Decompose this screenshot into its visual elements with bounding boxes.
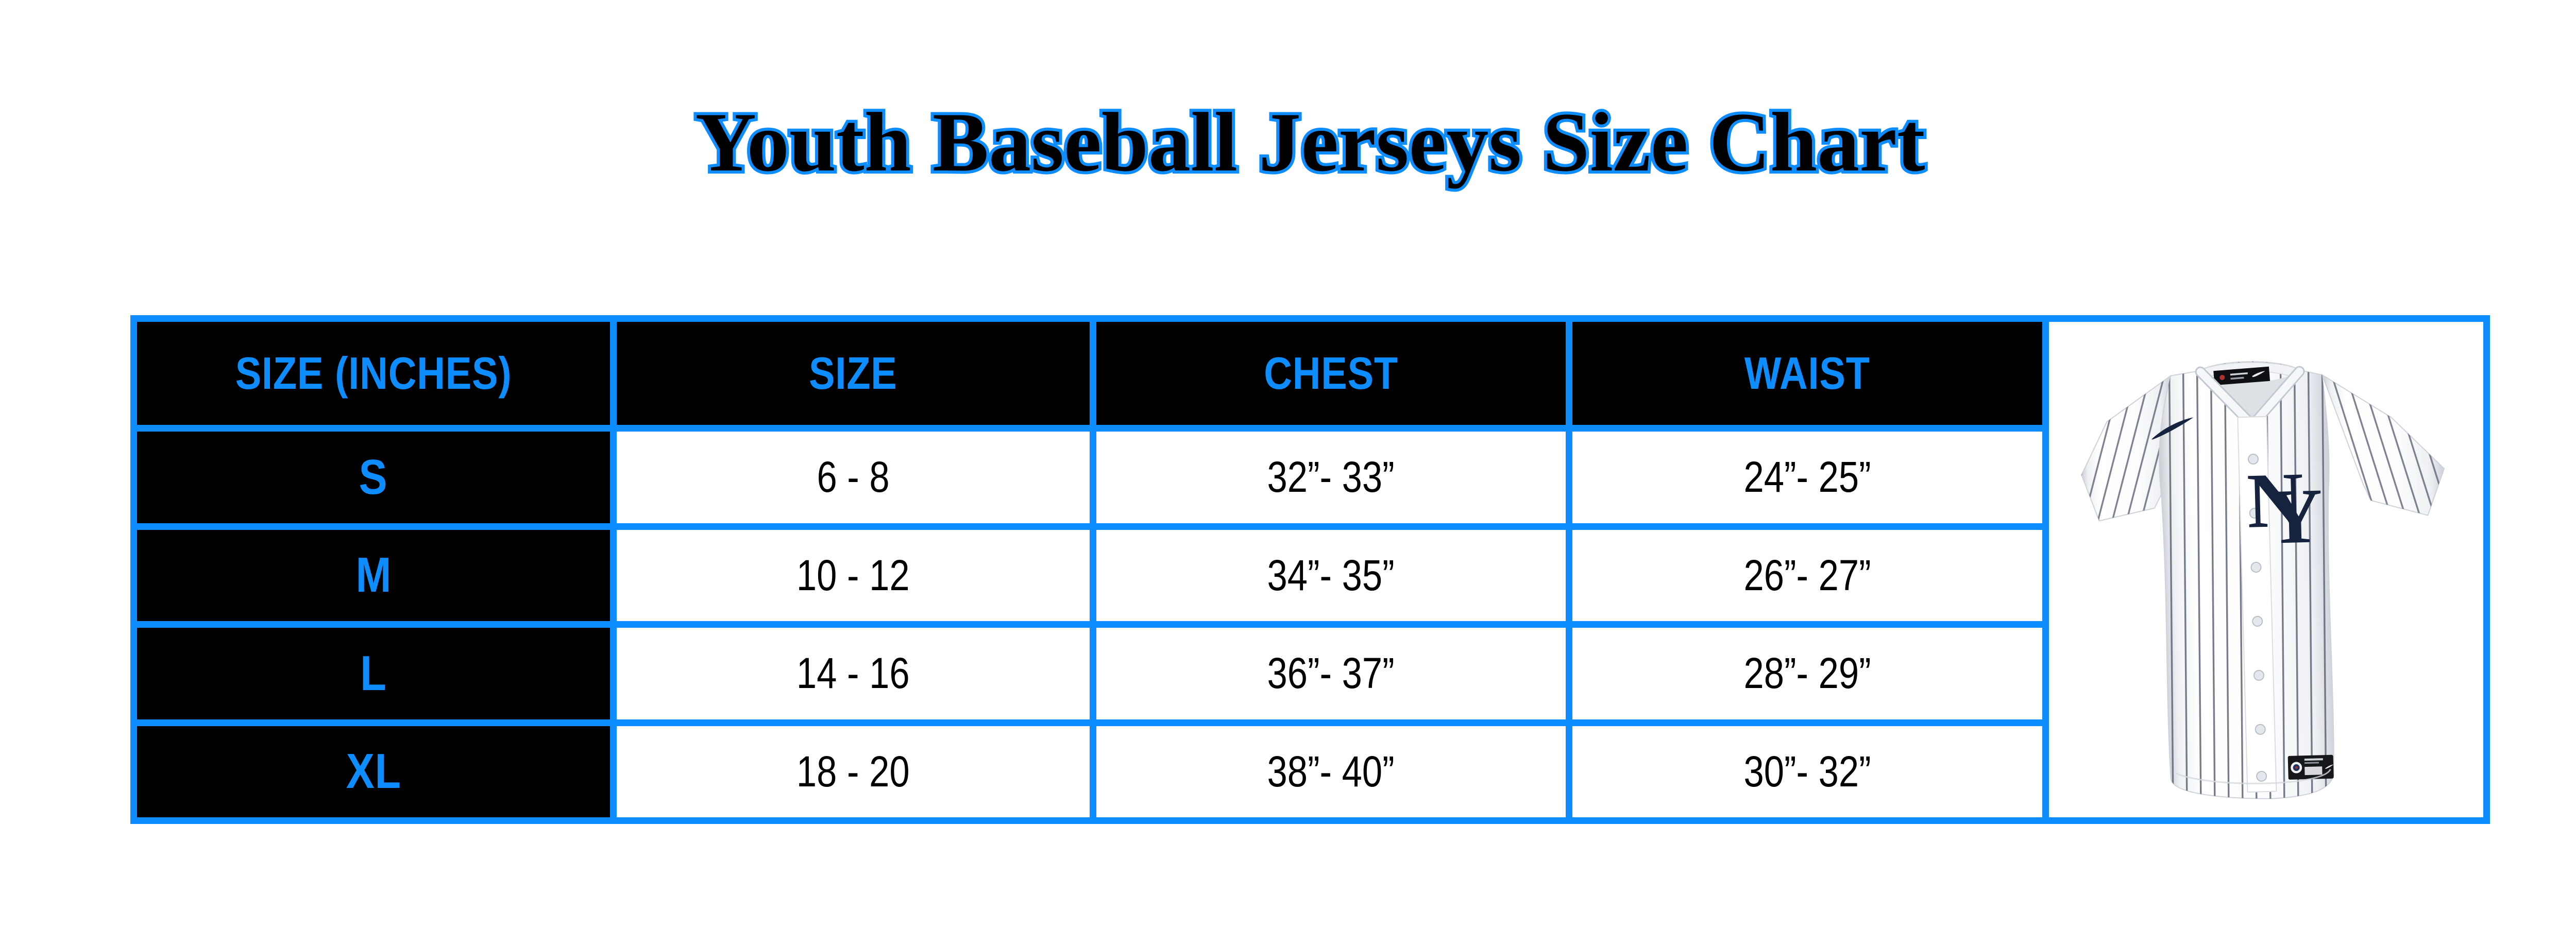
header-label-waist: WAIST bbox=[1744, 348, 1870, 399]
size-chart-table: SIZE (INCHES) SIZE CHEST WAIST bbox=[130, 315, 2490, 824]
chest-value: 38”- 40” bbox=[1267, 747, 1395, 796]
cell-s-waist: 24”- 25” bbox=[1572, 432, 2042, 523]
size-label: S bbox=[359, 449, 388, 505]
jersey-right-sleeve bbox=[2321, 373, 2445, 516]
header-label-size-inches: SIZE (INCHES) bbox=[235, 348, 512, 399]
waist-value: 24”- 25” bbox=[1743, 453, 1871, 502]
cell-m-chest: 34”- 35” bbox=[1096, 529, 1566, 621]
cell-xl-size-range: 18 - 20 bbox=[617, 726, 1090, 817]
hem-seam bbox=[2175, 769, 2331, 784]
ny-logo-y: Y bbox=[2265, 472, 2324, 560]
jock-tag bbox=[2287, 754, 2334, 780]
size-range-value: 10 - 12 bbox=[796, 551, 910, 599]
size-range-value: 6 - 8 bbox=[817, 453, 890, 502]
header-cell-chest: CHEST bbox=[1096, 322, 1566, 425]
jersey-group: N Y bbox=[2081, 361, 2445, 799]
page-title: Youth Baseball Jerseys Size Chart Youth … bbox=[0, 88, 2576, 232]
chest-value: 32”- 33” bbox=[1267, 453, 1395, 502]
chest-value: 34”- 35” bbox=[1267, 551, 1395, 599]
ny-logo: N Y bbox=[2246, 456, 2324, 560]
size-label: M bbox=[355, 547, 392, 603]
cell-s-size-range: 6 - 8 bbox=[617, 432, 1090, 523]
header-label-chest: CHEST bbox=[1264, 348, 1398, 399]
collar-tag-logo bbox=[2219, 374, 2225, 380]
jersey-button bbox=[2248, 454, 2259, 465]
size-label: L bbox=[360, 645, 387, 701]
jersey-button bbox=[2250, 561, 2262, 573]
jersey-button bbox=[2256, 770, 2267, 782]
jersey-button bbox=[2253, 669, 2265, 681]
jersey-button bbox=[2252, 615, 2263, 627]
jersey-left-sleeve bbox=[2081, 374, 2172, 522]
cell-l-chest: 36”- 37” bbox=[1096, 628, 1566, 719]
cell-l-label: L bbox=[137, 628, 610, 719]
cell-m-waist: 26”- 27” bbox=[1572, 529, 2042, 621]
waist-value: 26”- 27” bbox=[1743, 551, 1871, 599]
size-range-value: 14 - 16 bbox=[796, 649, 910, 698]
jersey-image-cell: N Y bbox=[2049, 322, 2483, 817]
cell-s-chest: 32”- 33” bbox=[1096, 432, 1566, 523]
page-title-text: Youth Baseball Jerseys Size Chart bbox=[695, 96, 1925, 189]
ny-logo-n: N bbox=[2246, 456, 2304, 544]
collar-tag bbox=[2213, 366, 2270, 386]
cell-xl-chest: 38”- 40” bbox=[1096, 726, 1566, 817]
header-cell-size-inches: SIZE (INCHES) bbox=[137, 322, 610, 425]
cell-l-waist: 28”- 29” bbox=[1572, 628, 2042, 719]
waist-value: 30”- 32” bbox=[1743, 747, 1871, 796]
header-label-size: SIZE bbox=[809, 348, 897, 399]
waist-value: 28”- 29” bbox=[1743, 649, 1871, 698]
header-cell-size: SIZE bbox=[617, 322, 1090, 425]
collar-tag-swoosh-icon bbox=[2252, 371, 2265, 377]
cell-xl-label: XL bbox=[137, 726, 610, 817]
button-placket bbox=[2237, 416, 2277, 793]
size-label: XL bbox=[346, 744, 401, 799]
jersey-button bbox=[2255, 724, 2266, 735]
chest-value: 36”- 37” bbox=[1267, 649, 1395, 698]
cell-xl-waist: 30”- 32” bbox=[1572, 726, 2042, 817]
jock-tag-swoosh-icon bbox=[2325, 764, 2334, 769]
cell-m-label: M bbox=[137, 529, 610, 621]
jersey-image: N Y bbox=[2081, 361, 2445, 799]
jersey-button bbox=[2249, 508, 2260, 519]
page-title-outline: Youth Baseball Jerseys Size Chart bbox=[692, 93, 1928, 192]
cell-m-size-range: 10 - 12 bbox=[617, 529, 1090, 621]
nike-swoosh-icon bbox=[2151, 417, 2194, 440]
cell-l-size-range: 14 - 16 bbox=[617, 628, 1090, 719]
cell-s-label: S bbox=[137, 432, 610, 523]
size-range-value: 18 - 20 bbox=[796, 747, 910, 796]
header-cell-waist: WAIST bbox=[1572, 322, 2042, 425]
